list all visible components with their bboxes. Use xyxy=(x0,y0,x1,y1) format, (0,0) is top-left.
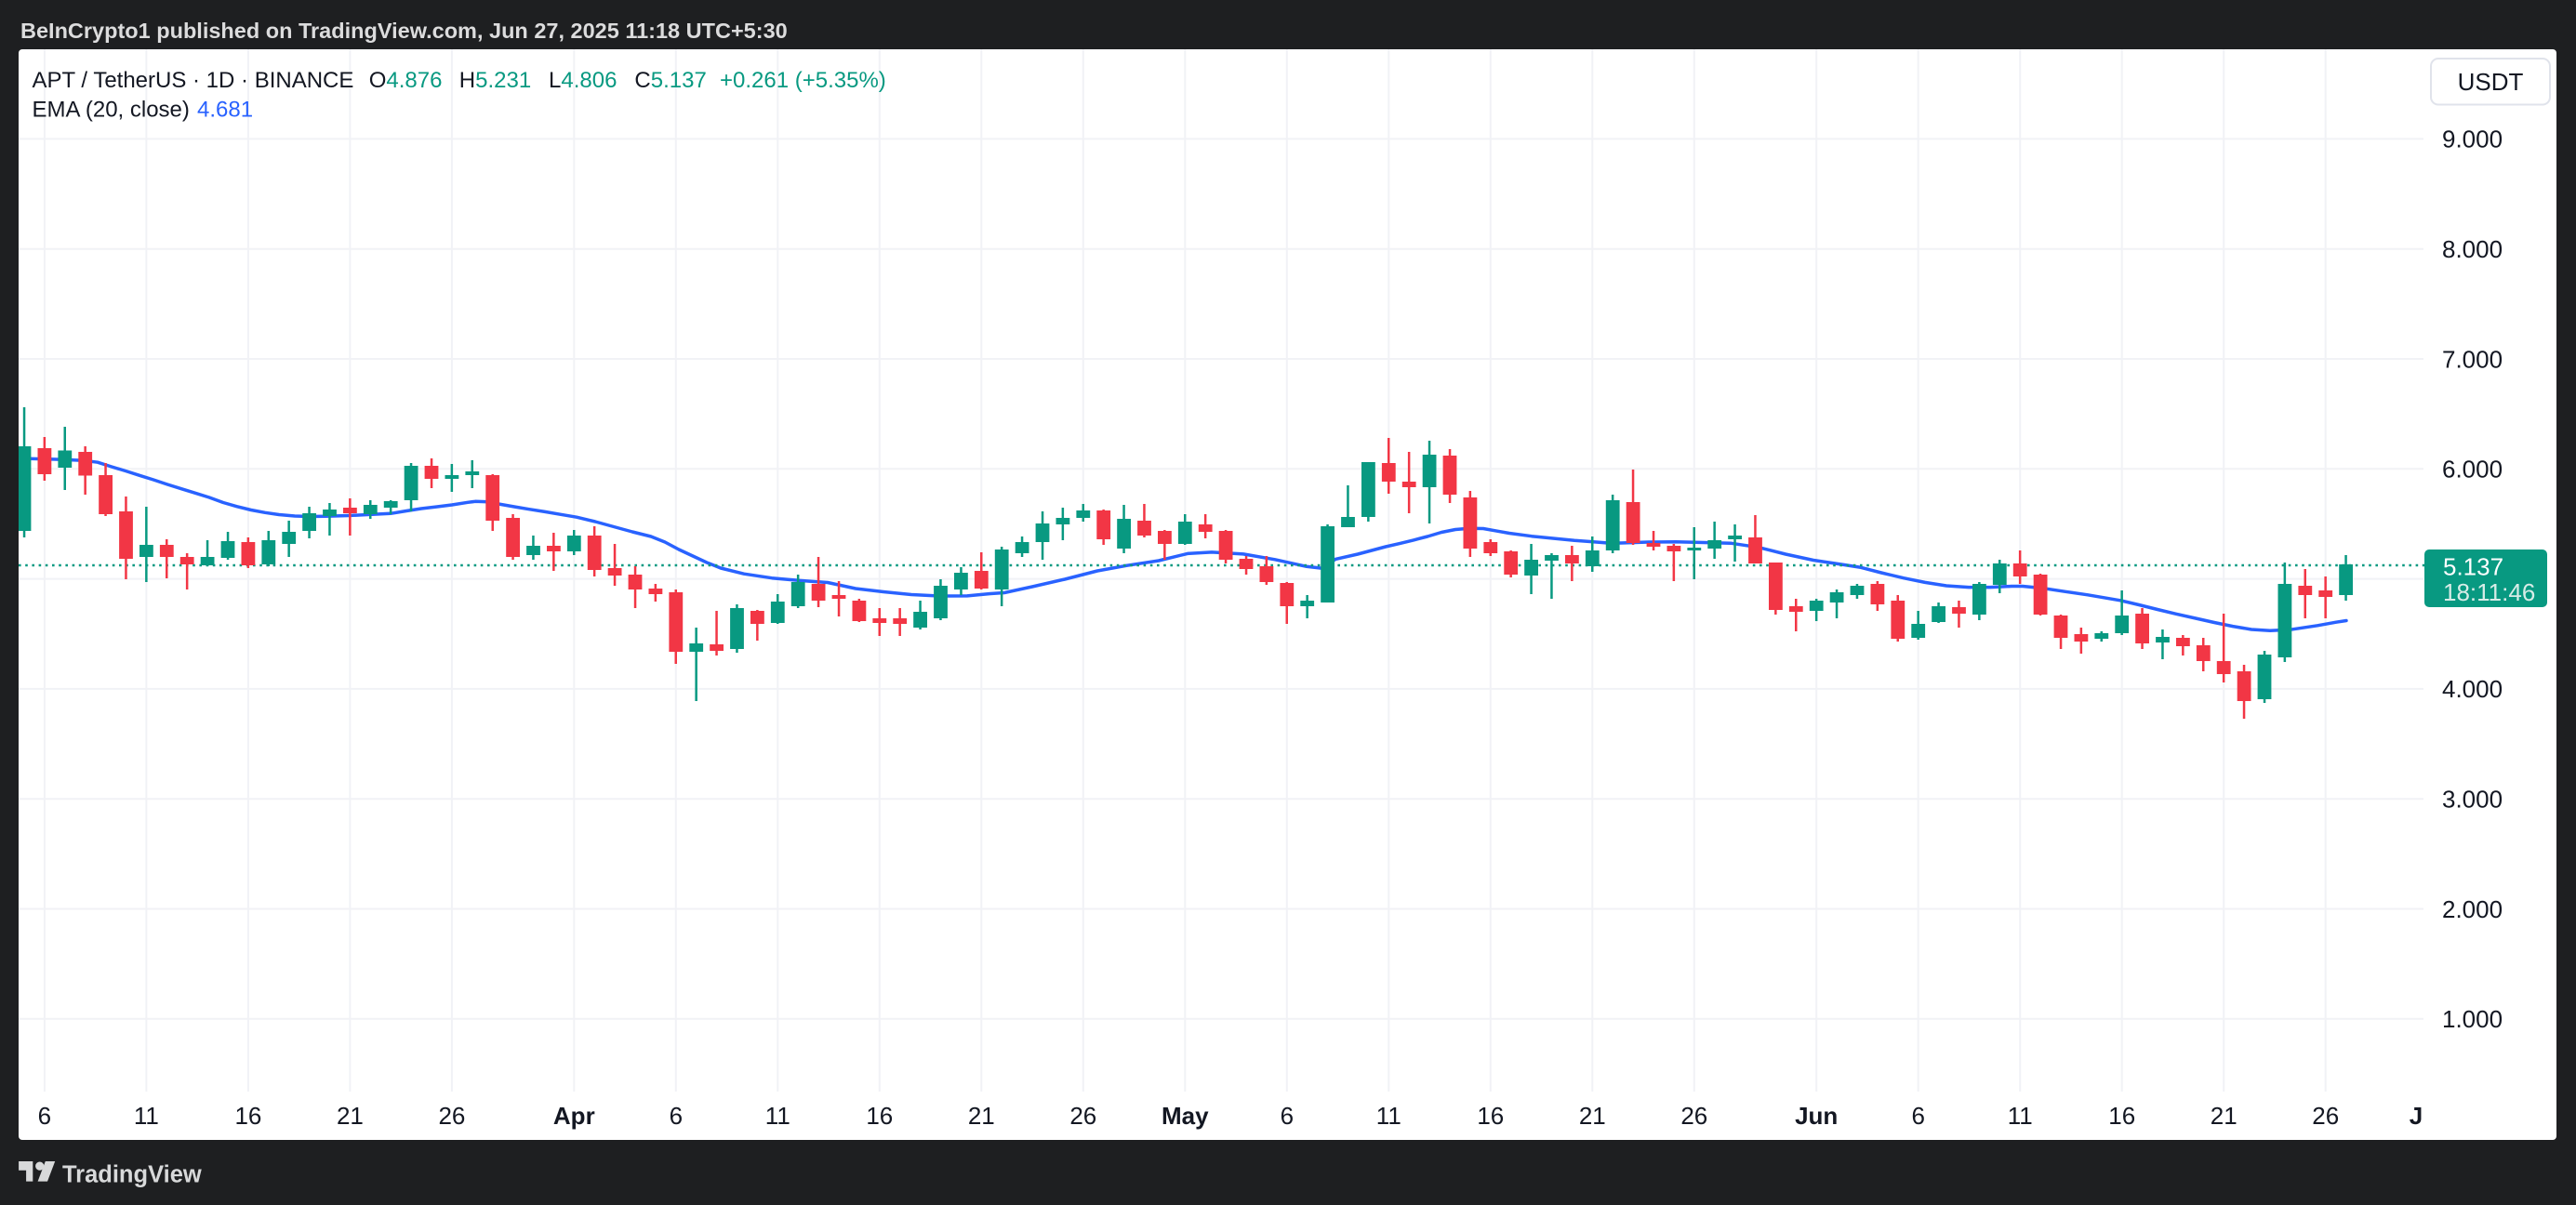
svg-text:May: May xyxy=(1162,1102,1209,1130)
svg-text:USDT: USDT xyxy=(2458,68,2524,96)
svg-text:21: 21 xyxy=(337,1102,364,1130)
svg-text:8.000: 8.000 xyxy=(2442,235,2503,263)
svg-text:21: 21 xyxy=(968,1102,995,1130)
svg-text:11: 11 xyxy=(2008,1102,2033,1130)
svg-text:11: 11 xyxy=(765,1102,790,1130)
svg-text:9.000: 9.000 xyxy=(2442,126,2503,153)
svg-text:16: 16 xyxy=(2108,1102,2135,1130)
svg-text:6.000: 6.000 xyxy=(2442,456,2503,483)
svg-text:2.000: 2.000 xyxy=(2442,895,2503,923)
svg-text:26: 26 xyxy=(1680,1102,1707,1130)
svg-text:1.000: 1.000 xyxy=(2442,1005,2503,1033)
svg-text:3.000: 3.000 xyxy=(2442,786,2503,814)
svg-text:6: 6 xyxy=(1281,1102,1294,1130)
svg-text:6: 6 xyxy=(38,1102,51,1130)
svg-text:7.000: 7.000 xyxy=(2442,345,2503,373)
svg-text:Jun: Jun xyxy=(1795,1102,1838,1130)
svg-text:26: 26 xyxy=(2312,1102,2339,1130)
svg-text:16: 16 xyxy=(234,1102,261,1130)
svg-text:TradingView: TradingView xyxy=(62,1161,202,1187)
svg-text:J: J xyxy=(2410,1102,2423,1130)
svg-text:18:11:46: 18:11:46 xyxy=(2443,578,2535,606)
svg-text:EMA (20, close)4.681: EMA (20, close) 4.681 xyxy=(33,98,254,123)
svg-text:26: 26 xyxy=(438,1102,465,1130)
svg-text:21: 21 xyxy=(1579,1102,1606,1130)
svg-text:Apr: Apr xyxy=(553,1102,595,1130)
svg-text:4.000: 4.000 xyxy=(2442,675,2503,703)
svg-text:11: 11 xyxy=(1376,1102,1401,1130)
svg-text:6: 6 xyxy=(670,1102,683,1130)
svg-text:16: 16 xyxy=(866,1102,893,1130)
svg-text:BeInCrypto1 published on Tradi: BeInCrypto1 published on TradingView.com… xyxy=(20,19,788,43)
svg-text:16: 16 xyxy=(1477,1102,1504,1130)
svg-text:21: 21 xyxy=(2211,1102,2237,1130)
svg-text:6: 6 xyxy=(1911,1102,1924,1130)
svg-text:26: 26 xyxy=(1069,1102,1096,1130)
svg-text:11: 11 xyxy=(134,1102,159,1130)
svg-text:5.137: 5.137 xyxy=(2443,552,2503,580)
